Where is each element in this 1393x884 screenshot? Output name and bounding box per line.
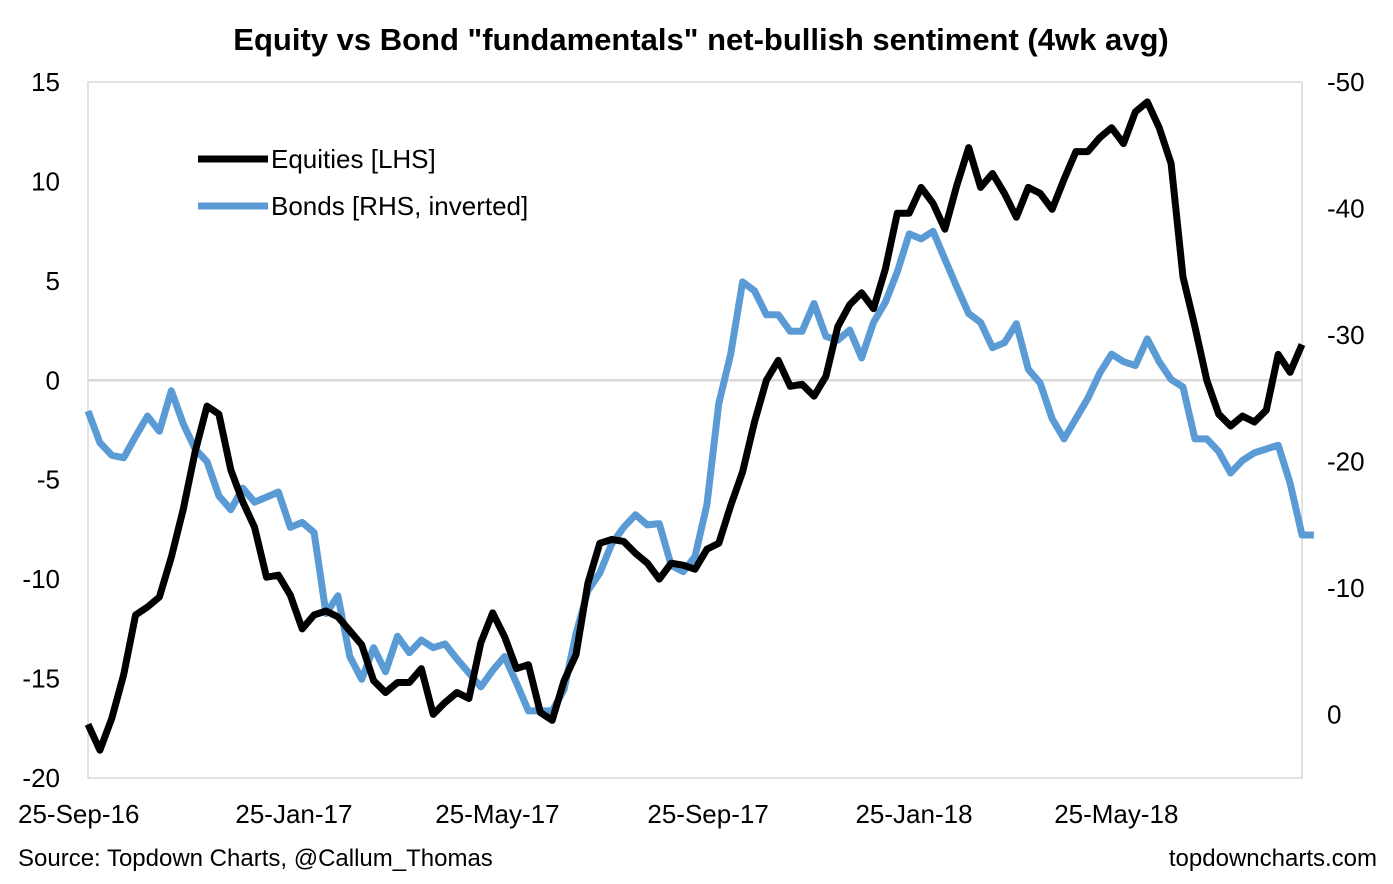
right-tick-label: -10 bbox=[1327, 573, 1365, 603]
legend-label-bonds: Bonds [RHS, inverted] bbox=[271, 191, 528, 221]
x-axis: 25-Sep-16 25-Jan-17 25-May-17 25-Sep-17 25-J… bbox=[18, 799, 1178, 829]
left-tick-label: -20 bbox=[22, 763, 60, 793]
left-tick-label: 10 bbox=[31, 166, 60, 196]
left-tick-label: -15 bbox=[22, 664, 60, 694]
left-tick-label: 5 bbox=[46, 266, 60, 296]
right-tick-label: 0 bbox=[1327, 700, 1341, 730]
left-tick-label: -10 bbox=[22, 564, 60, 594]
series-layer bbox=[84, 98, 1314, 754]
right-tick-label: -20 bbox=[1327, 447, 1365, 477]
x-tick-label: 25-Sep-17 bbox=[647, 799, 768, 829]
bonds-series-line bbox=[84, 227, 1314, 715]
legend: Equities [LHS] Bonds [RHS, inverted] bbox=[198, 144, 528, 221]
x-tick-label: 25-Jan-18 bbox=[855, 799, 972, 829]
right-tick-label: -30 bbox=[1327, 320, 1365, 350]
right-tick-label: -50 bbox=[1327, 67, 1365, 97]
x-tick-label: 25-May-18 bbox=[1054, 799, 1178, 829]
chart-title: Equity vs Bond "fundamentals" net-bullis… bbox=[233, 22, 1168, 57]
right-axis: -50 -40 -30 -20 -10 0 bbox=[1327, 67, 1365, 730]
x-tick-label: 25-May-17 bbox=[435, 799, 559, 829]
equities-series-line bbox=[84, 98, 1306, 754]
left-axis: 15 10 5 0 -5 -10 -15 -20 bbox=[22, 67, 60, 793]
website-label: topdowncharts.com bbox=[1169, 845, 1377, 872]
left-tick-label: 0 bbox=[46, 365, 60, 395]
x-tick-label: 25-Jan-17 bbox=[235, 799, 352, 829]
left-tick-label: -5 bbox=[37, 465, 60, 495]
plot-area bbox=[87, 81, 1303, 779]
right-tick-label: -40 bbox=[1327, 194, 1365, 224]
source-note: Source: Topdown Charts, @Callum_Thomas bbox=[18, 845, 493, 872]
left-tick-label: 15 bbox=[31, 67, 60, 97]
legend-label-equities: Equities [LHS] bbox=[271, 144, 436, 174]
x-tick-label: 25-Sep-16 bbox=[18, 799, 139, 829]
